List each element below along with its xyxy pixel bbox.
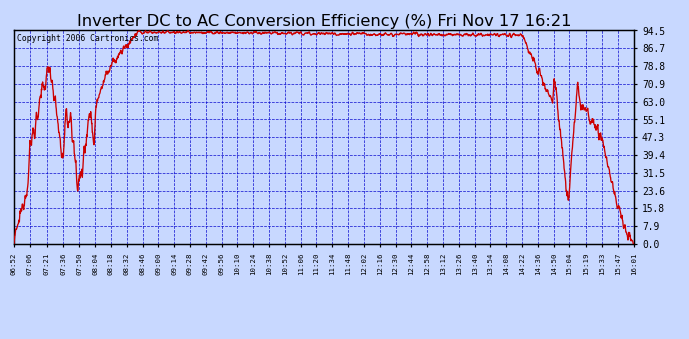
Text: Copyright 2006 Cartronics.com: Copyright 2006 Cartronics.com [17, 34, 158, 43]
Title: Inverter DC to AC Conversion Efficiency (%) Fri Nov 17 16:21: Inverter DC to AC Conversion Efficiency … [76, 14, 571, 29]
